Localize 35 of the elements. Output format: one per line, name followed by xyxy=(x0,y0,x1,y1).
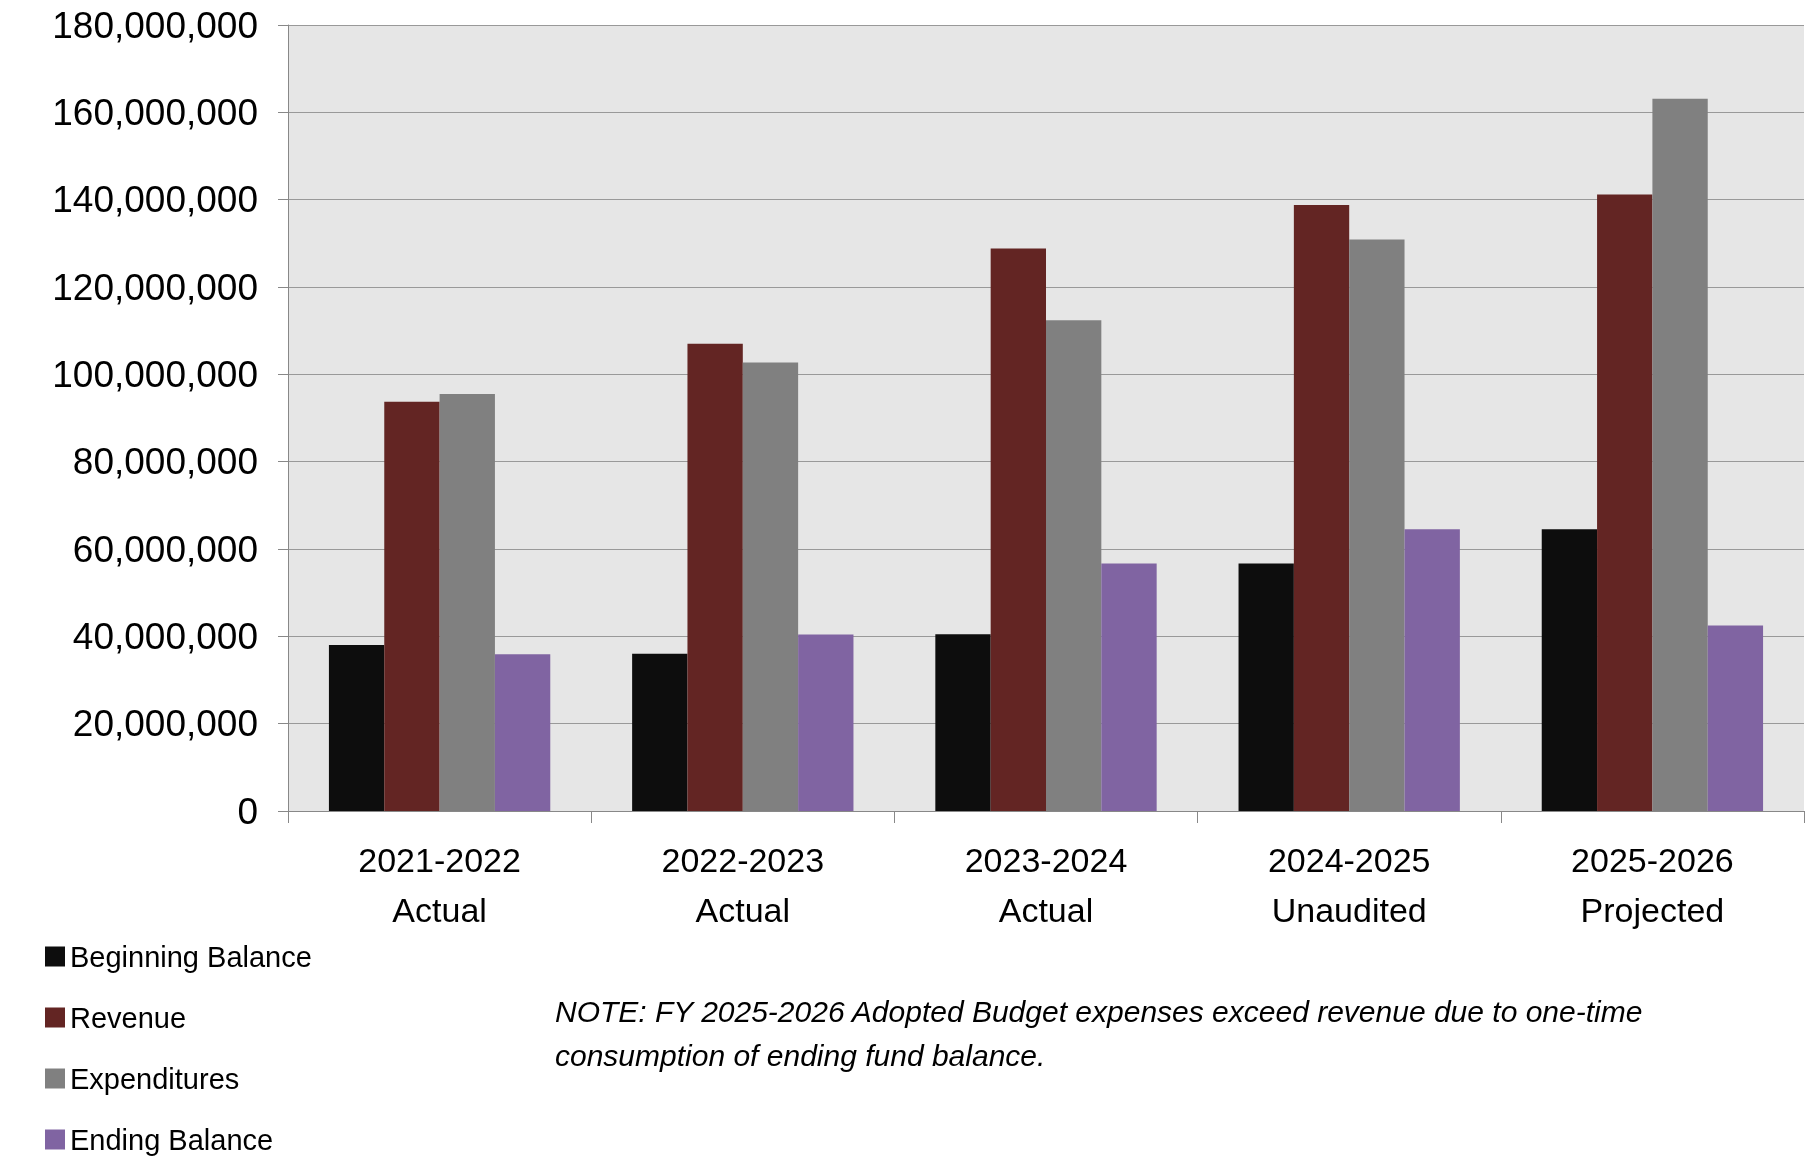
x-tick-label: 2022-2023 Actual xyxy=(661,841,825,929)
legend-label: Beginning Balance xyxy=(70,940,312,973)
y-tick-label: 140,000,000 xyxy=(52,179,258,221)
bar xyxy=(1238,563,1294,811)
legend-label: Revenue xyxy=(70,1001,187,1034)
bar xyxy=(687,343,743,811)
y-tick-label: 180,000,000 xyxy=(52,4,258,46)
y-tick-label: 20,000,000 xyxy=(72,703,258,745)
bar xyxy=(935,634,991,811)
y-tick-label: 100,000,000 xyxy=(52,353,258,395)
bar xyxy=(1101,563,1157,811)
bar xyxy=(1707,625,1764,811)
legend-label: Ending Balance xyxy=(70,1123,274,1156)
text: NOTE: FY 2025-2026 Adopted Budget expenses exceed revenue due to one-time consumption of ending fund balance. xyxy=(555,994,1644,1074)
y-tick-label: 60,000,000 xyxy=(72,528,258,570)
x-tick-label: 2024-2025 Unaudited xyxy=(1267,841,1431,929)
x-tick-label: 2023-2024 Actual xyxy=(964,841,1128,929)
x-tick-label: 2021-2022 Actual xyxy=(358,841,521,929)
y-tick-label: 40,000,000 xyxy=(72,615,258,657)
legend-label: Expenditures xyxy=(70,1062,240,1095)
bar xyxy=(1404,529,1460,811)
bar xyxy=(1597,194,1653,811)
bar xyxy=(1541,529,1598,811)
y-tick-label: 120,000,000 xyxy=(52,266,258,308)
bar xyxy=(328,645,385,811)
bar xyxy=(384,401,440,811)
bar xyxy=(1293,204,1350,811)
bar xyxy=(990,248,1046,811)
x-tick-label: 2025-2026 Projected xyxy=(1571,841,1734,929)
y-tick-label: 80,000,000 xyxy=(72,441,258,483)
y-tick-label: 160,000,000 xyxy=(52,91,258,133)
bar xyxy=(632,653,688,811)
y-tick-label: 0 xyxy=(237,790,258,832)
bar xyxy=(494,654,551,811)
bar xyxy=(798,634,854,811)
